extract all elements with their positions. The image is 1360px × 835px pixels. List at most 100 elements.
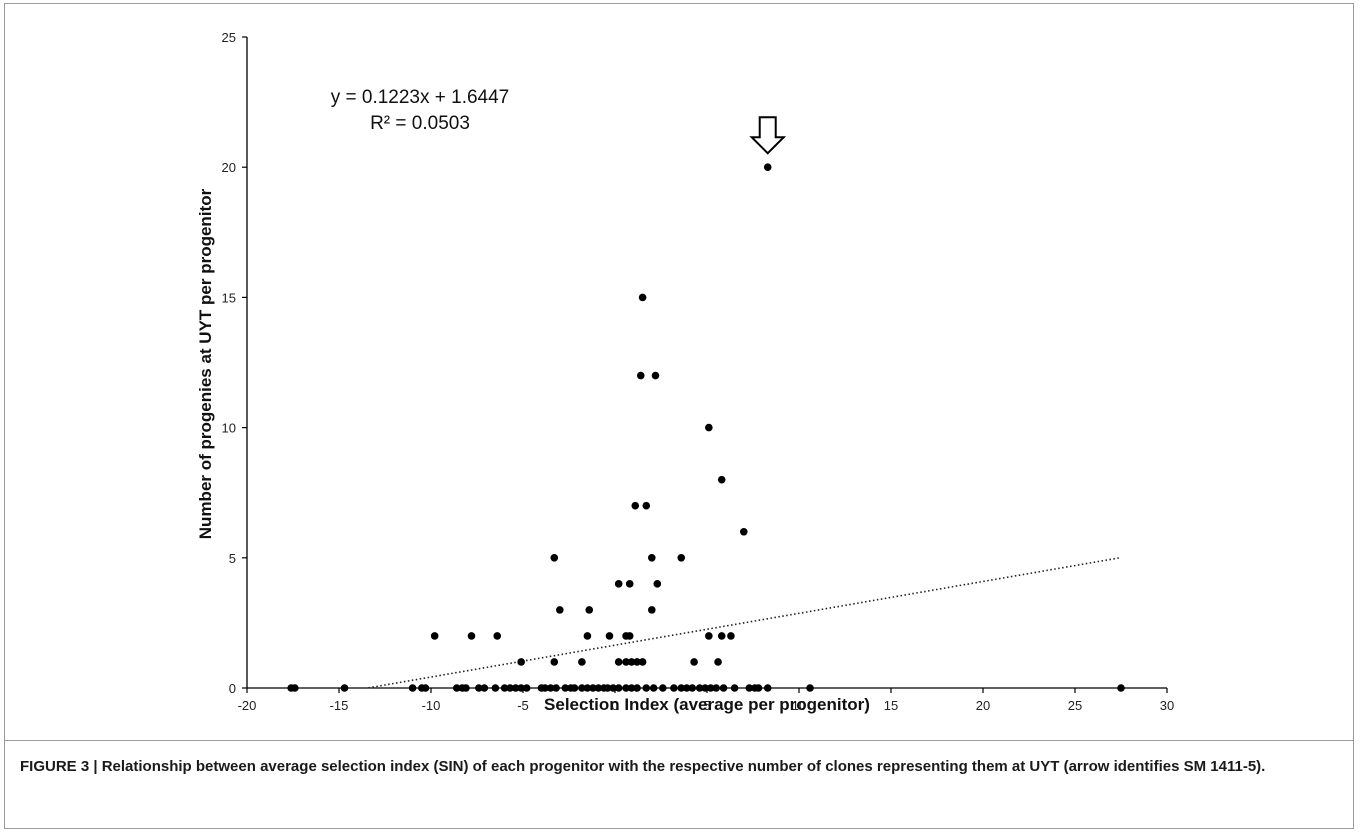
data-point <box>622 658 630 666</box>
data-point <box>578 658 586 666</box>
data-point <box>763 163 772 171</box>
data-point <box>717 475 726 484</box>
data-point <box>594 684 603 692</box>
y-tick-label: 10 <box>222 421 236 436</box>
data-point <box>648 606 656 614</box>
data-point <box>631 501 640 510</box>
data-point <box>717 632 726 640</box>
trendline <box>368 556 1122 689</box>
data-point <box>659 684 667 692</box>
data-point <box>627 684 636 692</box>
figure-caption: FIGURE 3 | Relationship between average … <box>20 755 1330 779</box>
data-point <box>670 684 678 692</box>
data-point <box>622 684 630 692</box>
data-point <box>430 632 439 640</box>
data-point <box>706 684 715 692</box>
data-point <box>452 684 461 692</box>
data-point <box>642 501 651 510</box>
data-point <box>541 684 549 692</box>
y-tick-label: 25 <box>222 30 236 45</box>
y-axis-title: Number of progenies at UYT per progenito… <box>196 188 215 539</box>
data-point <box>625 580 634 588</box>
data-point <box>677 684 686 692</box>
data-point <box>511 684 520 692</box>
trendline-equation: y = 0.1223x + 1.6447 <box>331 87 510 108</box>
caption-text: Relationship between average selection i… <box>97 758 1266 775</box>
data-point <box>583 684 592 692</box>
data-point <box>614 580 623 588</box>
data-point <box>633 658 641 666</box>
data-point <box>682 684 691 692</box>
data-point <box>475 684 483 692</box>
data-point <box>719 684 728 692</box>
data-point <box>688 684 697 692</box>
data-point <box>408 684 417 692</box>
data-point <box>517 684 525 692</box>
data-point <box>690 658 698 666</box>
data-point <box>561 684 570 692</box>
data-point <box>648 554 656 562</box>
scatter-chart: -20 -15 -10 -5 0 5 10 15 20 25 30 0 5 10 15 20 25 y = 0.… <box>196 30 1174 714</box>
data-point <box>633 684 641 692</box>
data-point <box>493 632 502 640</box>
data-point <box>517 658 525 666</box>
data-point <box>546 684 555 692</box>
data-point <box>745 684 754 692</box>
x-tick-label: 5 <box>703 698 710 713</box>
figure-label: FIGURE 3 | <box>20 758 98 775</box>
r-squared-label: R² = 0.0503 <box>370 113 470 134</box>
data-point <box>421 684 430 692</box>
data-point <box>491 684 500 692</box>
data-point <box>467 632 476 640</box>
data-point <box>638 293 647 302</box>
data-point <box>578 684 586 692</box>
x-tick-label: -20 <box>238 698 257 713</box>
x-tick-label: 20 <box>976 698 990 713</box>
data-point <box>763 684 772 692</box>
data-point <box>740 527 748 536</box>
data-point <box>550 554 559 562</box>
data-point <box>677 554 686 562</box>
x-axis-title: Selection Index (average per progenitor) <box>544 695 870 714</box>
data-point <box>500 684 509 692</box>
data-point <box>625 632 634 640</box>
data-point <box>730 684 739 692</box>
data-point <box>701 684 709 692</box>
data-point <box>480 684 489 692</box>
data-point <box>627 658 636 666</box>
data-point <box>605 632 614 640</box>
data-point <box>585 606 594 614</box>
y-tick-label: 15 <box>222 290 236 305</box>
data-point <box>583 632 592 640</box>
data-point <box>705 632 713 640</box>
x-tick-label: 25 <box>1068 698 1082 713</box>
y-tick-label: 5 <box>229 551 236 566</box>
data-point <box>638 658 647 666</box>
x-tick-label: 15 <box>884 698 898 713</box>
data-point <box>552 684 560 692</box>
down-arrow-icon <box>749 116 787 155</box>
data-point <box>614 658 623 666</box>
data-point <box>806 684 814 692</box>
x-tick-label: 0 <box>611 698 618 713</box>
x-tick-label: -5 <box>517 698 529 713</box>
data-point <box>705 423 713 432</box>
data-point <box>695 684 704 692</box>
y-tick-label: 0 <box>229 681 236 696</box>
data-point <box>712 684 720 692</box>
data-point <box>589 684 597 692</box>
data-point <box>603 684 612 692</box>
data-point <box>522 684 531 692</box>
data-point <box>714 658 722 666</box>
data-point <box>651 371 660 380</box>
x-tick-label: 10 <box>792 698 806 713</box>
data-point <box>653 580 662 588</box>
data-point <box>291 684 299 692</box>
data-point <box>636 371 645 380</box>
data-point <box>556 606 564 614</box>
figure-frame <box>4 3 1354 829</box>
data-point <box>642 684 651 692</box>
data-point <box>570 684 579 692</box>
data-point <box>727 632 735 640</box>
data-point <box>614 684 623 692</box>
